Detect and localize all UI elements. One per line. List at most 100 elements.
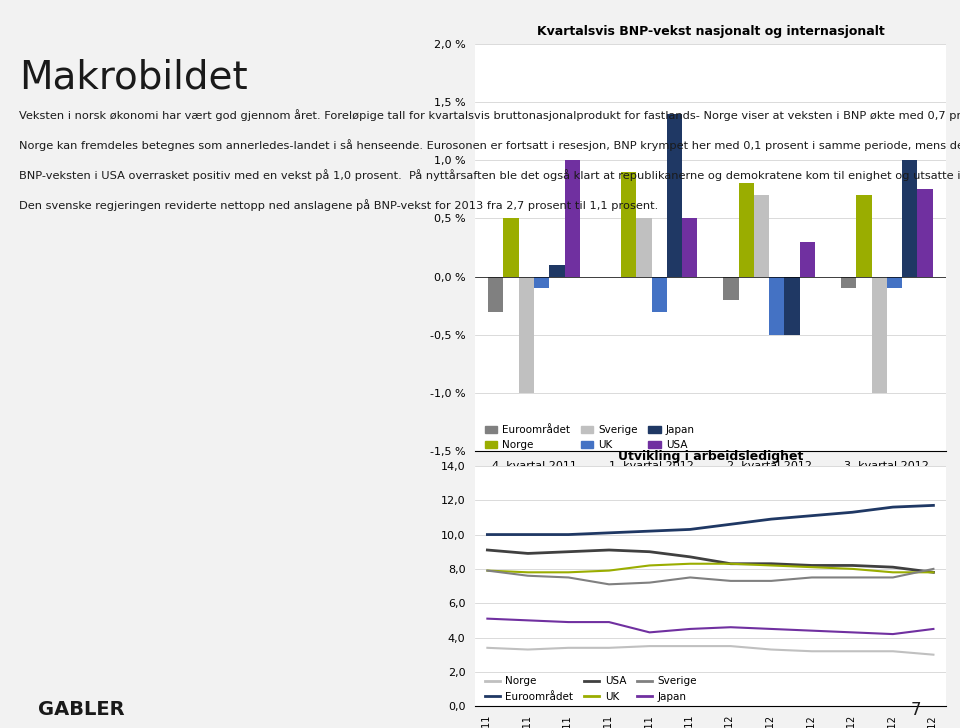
- Bar: [636, 218, 652, 277]
- Japan: [847, 628, 858, 637]
- Sverige: [563, 573, 574, 582]
- Japan: [684, 625, 696, 633]
- Sverige: [765, 577, 777, 585]
- USA: [725, 559, 736, 568]
- Bar: [549, 265, 564, 277]
- Bar: [518, 277, 534, 393]
- Japan: [806, 626, 818, 635]
- Sverige: [847, 573, 858, 582]
- USA: [563, 547, 574, 556]
- USA: [806, 561, 818, 570]
- Sverige: [725, 577, 736, 585]
- Norge: [482, 644, 493, 652]
- Line: Norge: Norge: [488, 646, 933, 654]
- UK: [806, 563, 818, 571]
- USA: [765, 559, 777, 568]
- Sverige: [522, 571, 534, 580]
- Bar: [800, 242, 815, 277]
- Bar: [769, 277, 784, 335]
- UK: [927, 568, 939, 577]
- Bar: [564, 160, 580, 277]
- Bar: [918, 189, 933, 277]
- Title: Utvikling i arbeidsledighet: Utvikling i arbeidsledighet: [617, 451, 804, 463]
- Euroområdet: [684, 525, 696, 534]
- Bar: [667, 114, 683, 277]
- Sverige: [644, 578, 656, 587]
- Norge: [847, 647, 858, 656]
- Bar: [503, 218, 518, 277]
- Euroområdet: [927, 501, 939, 510]
- Euroområdet: [563, 530, 574, 539]
- Bar: [683, 218, 698, 277]
- UK: [684, 559, 696, 568]
- Bar: [534, 277, 549, 288]
- UK: [644, 561, 656, 570]
- Legend: Euroområdet, Norge, Sverige, UK, Japan, USA: Euroområdet, Norge, Sverige, UK, Japan, …: [480, 421, 699, 454]
- Japan: [644, 628, 656, 637]
- UK: [603, 566, 614, 575]
- Sverige: [603, 580, 614, 589]
- UK: [725, 559, 736, 568]
- UK: [847, 564, 858, 573]
- Japan: [887, 630, 899, 638]
- Euroområdet: [765, 515, 777, 523]
- Text: 7: 7: [911, 701, 922, 719]
- Euroområdet: [725, 520, 736, 529]
- Norge: [887, 647, 899, 656]
- Title: Kvartalsvis BNP-vekst nasjonalt og internasjonalt: Kvartalsvis BNP-vekst nasjonalt og inter…: [537, 25, 884, 39]
- Euroområdet: [482, 530, 493, 539]
- Euroområdet: [644, 527, 656, 536]
- Euroområdet: [806, 511, 818, 520]
- Text: Makrobildet: Makrobildet: [19, 58, 248, 96]
- Euroområdet: [887, 503, 899, 512]
- UK: [765, 561, 777, 570]
- Norge: [603, 644, 614, 652]
- Sverige: [684, 573, 696, 582]
- USA: [482, 546, 493, 555]
- Euroområdet: [522, 530, 534, 539]
- Japan: [725, 623, 736, 632]
- UK: [887, 568, 899, 577]
- Norge: [806, 647, 818, 656]
- Line: USA: USA: [488, 550, 933, 572]
- Norge: [765, 645, 777, 654]
- Bar: [621, 172, 636, 277]
- Japan: [563, 617, 574, 626]
- Text: GABLER: GABLER: [38, 700, 125, 719]
- Japan: [482, 614, 493, 623]
- USA: [887, 563, 899, 571]
- UK: [563, 568, 574, 577]
- USA: [644, 547, 656, 556]
- Line: Sverige: Sverige: [488, 569, 933, 585]
- Line: Euroområdet: Euroområdet: [488, 505, 933, 534]
- Sverige: [806, 573, 818, 582]
- Norge: [563, 644, 574, 652]
- Japan: [765, 625, 777, 633]
- Bar: [754, 195, 769, 277]
- Bar: [887, 277, 902, 288]
- Norge: [725, 642, 736, 651]
- Text: Veksten i norsk økonomi har vært god gjennom året. Foreløpige tall for kvartalsv: Veksten i norsk økonomi har vært god gje…: [19, 109, 960, 211]
- Bar: [841, 277, 856, 288]
- Line: UK: UK: [488, 563, 933, 572]
- USA: [927, 568, 939, 577]
- USA: [522, 549, 534, 558]
- Bar: [872, 277, 887, 393]
- Euroområdet: [603, 529, 614, 537]
- Bar: [738, 183, 754, 277]
- USA: [684, 553, 696, 561]
- Sverige: [887, 573, 899, 582]
- Bar: [784, 277, 800, 335]
- Japan: [603, 617, 614, 626]
- Bar: [488, 277, 503, 312]
- Bar: [856, 195, 872, 277]
- Euroområdet: [847, 508, 858, 517]
- Bar: [723, 277, 738, 300]
- Norge: [522, 645, 534, 654]
- USA: [847, 561, 858, 570]
- Japan: [927, 625, 939, 633]
- Bar: [902, 160, 918, 277]
- Bar: [652, 277, 667, 312]
- Norge: [927, 650, 939, 659]
- Norge: [644, 642, 656, 651]
